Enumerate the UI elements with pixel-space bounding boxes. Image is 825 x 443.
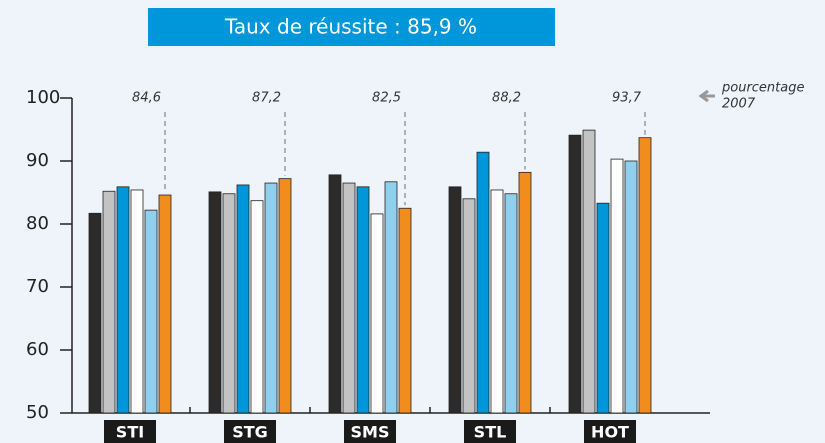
bar <box>102 190 116 414</box>
y-tick-label: 50 <box>26 402 49 423</box>
data-label: 88,2 <box>492 91 521 106</box>
bar <box>356 186 370 414</box>
annotation: 2007 <box>722 97 756 112</box>
bar <box>610 158 624 414</box>
x-tick-label: STG <box>232 423 268 442</box>
category-box <box>344 420 396 443</box>
category-box <box>464 420 516 443</box>
bar <box>222 193 236 414</box>
bar <box>624 160 638 414</box>
bar <box>596 202 610 414</box>
category-box <box>104 420 156 443</box>
bar <box>236 184 250 414</box>
bar <box>462 198 476 414</box>
title-box <box>148 8 555 46</box>
bar <box>490 189 504 414</box>
data-label: 84,6 <box>132 91 161 106</box>
x-tick-label: STI <box>116 423 144 442</box>
bar <box>116 186 130 414</box>
chart-title: Taux de réussite : 85,9 % <box>224 15 477 39</box>
y-tick-label: 60 <box>26 339 49 360</box>
bar <box>504 193 518 414</box>
bar <box>130 189 144 414</box>
x-tick-label: STL <box>474 423 507 442</box>
bar <box>88 212 102 414</box>
bar <box>250 200 264 414</box>
bar <box>518 171 532 414</box>
bar <box>398 207 412 414</box>
bar <box>264 182 278 414</box>
x-tick-label: SMS <box>351 423 390 442</box>
y-tick-label: 70 <box>26 276 49 297</box>
category-box <box>584 420 636 443</box>
bar <box>448 186 462 414</box>
data-label: 82,5 <box>372 91 401 106</box>
bar <box>582 129 596 414</box>
bar <box>638 137 652 414</box>
bar <box>342 182 356 414</box>
bar <box>158 194 172 414</box>
annotation-arrow <box>698 89 715 103</box>
bar <box>328 174 342 414</box>
data-label: 87,2 <box>252 91 281 106</box>
y-tick-label: 90 <box>26 150 49 171</box>
bar <box>208 191 222 414</box>
category-box <box>224 420 276 443</box>
annotation: pourcentage <box>721 81 805 96</box>
bar <box>568 134 582 414</box>
bar <box>370 213 384 414</box>
bar <box>476 151 490 414</box>
bar <box>144 209 158 414</box>
y-tick-label: 100 <box>26 87 60 108</box>
bar <box>384 181 398 414</box>
y-tick-label: 80 <box>26 213 49 234</box>
data-label: 93,7 <box>612 91 642 106</box>
x-tick-label: HOT <box>591 423 629 442</box>
bar <box>278 178 292 414</box>
